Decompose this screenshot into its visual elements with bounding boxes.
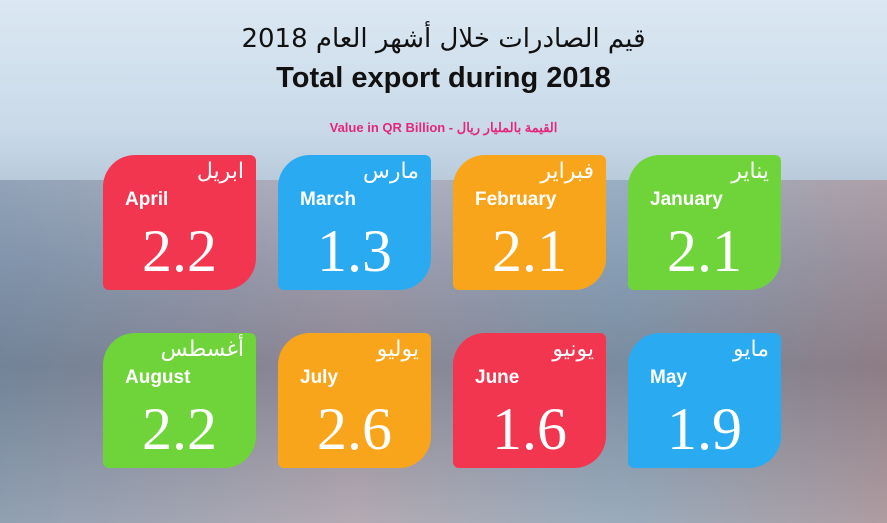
month-tile: يوليو July 2.6 [278,333,431,468]
month-arabic: أغسطس [160,337,244,362]
month-value: 2.6 [317,396,392,462]
title-arabic: قيم الصادرات خلال أشهر العام 2018 [241,24,646,54]
month-english: July [300,367,339,388]
month-value: 1.6 [492,396,567,462]
month-english: February [475,189,557,210]
subtitle: Value in QR Billion - القيمة بالمليار ري… [329,120,558,135]
month-arabic: يونيو [552,337,594,362]
month-english: April [125,189,169,210]
month-tile: يونيو June 1.6 [453,333,606,468]
month-value: 2.1 [492,218,567,284]
month-english: May [650,367,687,388]
month-value: 1.9 [667,396,742,462]
month-arabic: مارس [363,159,419,184]
month-tile: يناير January 2.1 [628,155,781,290]
month-english: June [475,367,520,388]
month-english: January [650,189,723,210]
month-arabic: يوليو [376,337,419,362]
title-english: Total export during 2018 [276,62,611,94]
month-tile: مايو May 1.9 [628,333,781,468]
month-tile: أغسطس August 2.2 [103,333,256,468]
month-value: 2.1 [667,218,742,284]
month-value: 2.2 [142,218,217,284]
month-english: August [125,367,191,388]
month-value: 1.3 [317,218,392,284]
month-arabic: مايو [733,337,769,362]
month-arabic: ابريل [196,159,244,184]
month-english: March [300,189,356,210]
month-tile: مارس March 1.3 [278,155,431,290]
month-tile: فبراير February 2.1 [453,155,606,290]
month-tile: ابريل April 2.2 [103,155,256,290]
month-arabic: يناير [731,159,769,184]
month-arabic: فبراير [540,159,594,184]
month-value: 2.2 [142,396,217,462]
